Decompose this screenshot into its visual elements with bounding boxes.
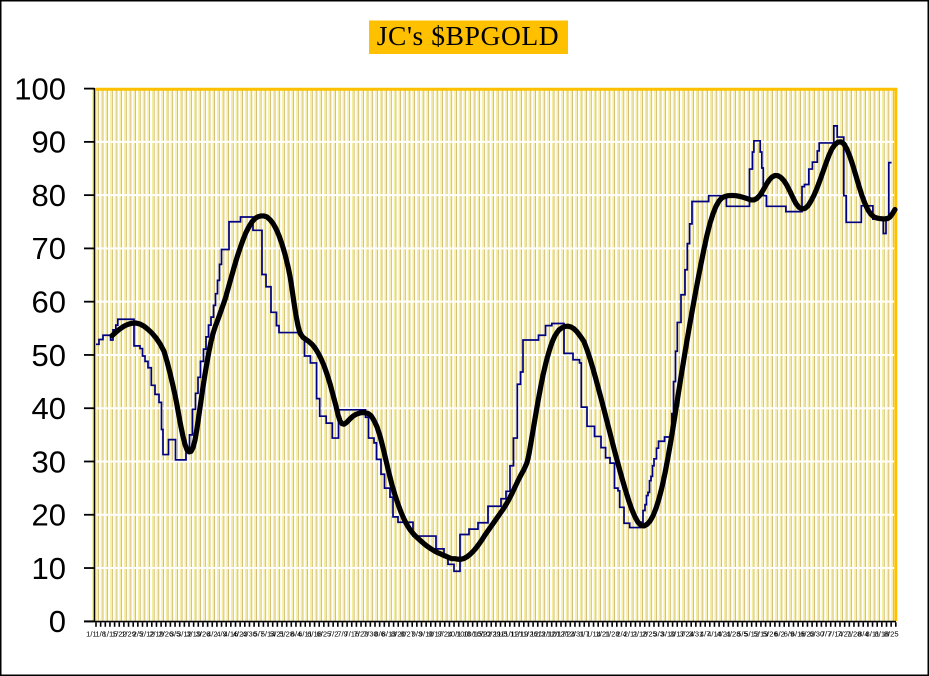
svg-text:2/26: 2/26 <box>158 630 173 639</box>
svg-text:1/28: 1/28 <box>605 630 620 639</box>
svg-text:10: 10 <box>32 551 66 586</box>
svg-text:3/12: 3/12 <box>177 630 192 639</box>
svg-text:10/15: 10/15 <box>463 630 482 639</box>
svg-text:6/18: 6/18 <box>307 630 322 639</box>
svg-text:30: 30 <box>32 444 66 479</box>
svg-text:7/7: 7/7 <box>821 630 832 639</box>
svg-text:3/24: 3/24 <box>679 630 694 639</box>
svg-text:6/30: 6/30 <box>809 630 824 639</box>
svg-text:6/9: 6/9 <box>784 630 795 639</box>
svg-text:100: 100 <box>14 71 66 106</box>
svg-text:4/23: 4/23 <box>233 630 248 639</box>
svg-text:5/28: 5/28 <box>279 630 294 639</box>
svg-text:8/13: 8/13 <box>382 630 397 639</box>
svg-text:7/21: 7/21 <box>837 630 852 639</box>
svg-text:4/7: 4/7 <box>700 630 711 639</box>
svg-text:20: 20 <box>32 498 66 533</box>
svg-text:9/17: 9/17 <box>428 630 443 639</box>
svg-text:1/14: 1/14 <box>586 630 601 639</box>
svg-text:90: 90 <box>32 125 66 160</box>
svg-text:11/26: 11/26 <box>519 630 537 639</box>
svg-text:9/3: 9/3 <box>412 630 423 639</box>
svg-text:70: 70 <box>32 231 66 266</box>
svg-text:3/5: 3/5 <box>170 630 181 639</box>
svg-text:2/12: 2/12 <box>140 630 155 639</box>
svg-text:7/2: 7/2 <box>328 630 339 639</box>
svg-text:10/22: 10/22 <box>472 630 491 639</box>
svg-text:5/21: 5/21 <box>270 630 285 639</box>
svg-text:2/5: 2/5 <box>133 630 144 639</box>
svg-text:6/16: 6/16 <box>791 630 806 639</box>
svg-text:9/10: 9/10 <box>419 630 434 639</box>
svg-text:6/4: 6/4 <box>291 630 302 639</box>
svg-text:8/20: 8/20 <box>391 630 406 639</box>
svg-text:7/30: 7/30 <box>363 630 378 639</box>
svg-text:4/30: 4/30 <box>242 630 257 639</box>
svg-text:4/28: 4/28 <box>726 630 741 639</box>
svg-text:5/7: 5/7 <box>254 630 265 639</box>
svg-text:1/8: 1/8 <box>95 630 106 639</box>
svg-text:40: 40 <box>32 391 66 426</box>
svg-text:1/7: 1/7 <box>579 630 590 639</box>
svg-text:1/22: 1/22 <box>112 630 127 639</box>
svg-text:7/28: 7/28 <box>847 630 862 639</box>
svg-text:11/5: 11/5 <box>493 630 507 639</box>
svg-text:3/19: 3/19 <box>186 630 201 639</box>
svg-text:11/12: 11/12 <box>501 630 519 639</box>
svg-text:8/18: 8/18 <box>875 630 890 639</box>
svg-text:1/29: 1/29 <box>121 630 136 639</box>
svg-text:7/14: 7/14 <box>828 630 843 639</box>
svg-text:12/10: 12/10 <box>538 630 557 639</box>
svg-text:12/17: 12/17 <box>547 630 566 639</box>
svg-text:4/21: 4/21 <box>716 630 731 639</box>
svg-text:4/16: 4/16 <box>224 630 239 639</box>
svg-text:3/26: 3/26 <box>196 630 211 639</box>
svg-text:10/8: 10/8 <box>456 630 471 639</box>
svg-text:8/27: 8/27 <box>400 630 415 639</box>
svg-text:4/14: 4/14 <box>707 630 722 639</box>
svg-text:7/23: 7/23 <box>354 630 369 639</box>
svg-text:3/10: 3/10 <box>661 630 676 639</box>
svg-text:1/15: 1/15 <box>103 630 118 639</box>
svg-text:7/16: 7/16 <box>344 630 359 639</box>
svg-text:4/2: 4/2 <box>207 630 218 639</box>
svg-text:5/14: 5/14 <box>261 630 276 639</box>
svg-text:8/4: 8/4 <box>858 630 869 639</box>
svg-text:11/19: 11/19 <box>510 630 528 639</box>
svg-text:5/26: 5/26 <box>763 630 778 639</box>
svg-text:8/25: 8/25 <box>884 630 899 639</box>
svg-text:12/24: 12/24 <box>556 630 575 639</box>
svg-text:1/1: 1/1 <box>86 630 97 639</box>
svg-text:JC's $BPGOLD: JC's $BPGOLD <box>377 20 560 51</box>
svg-text:2/18: 2/18 <box>633 630 648 639</box>
svg-text:5/5: 5/5 <box>737 630 748 639</box>
svg-text:1/21: 1/21 <box>596 630 611 639</box>
svg-text:2/4: 2/4 <box>616 630 627 639</box>
svg-text:2/11: 2/11 <box>624 630 638 639</box>
svg-text:2/19: 2/19 <box>149 630 164 639</box>
svg-text:8/6: 8/6 <box>374 630 385 639</box>
svg-text:5/12: 5/12 <box>744 630 759 639</box>
svg-text:0: 0 <box>49 604 66 639</box>
svg-text:9/24: 9/24 <box>437 630 452 639</box>
svg-text:8/11: 8/11 <box>865 630 879 639</box>
svg-text:3/3: 3/3 <box>653 630 664 639</box>
svg-text:60: 60 <box>32 285 66 320</box>
svg-text:80: 80 <box>32 178 66 213</box>
svg-text:10/29: 10/29 <box>482 630 501 639</box>
svg-text:12/3: 12/3 <box>530 630 545 639</box>
svg-text:6/23: 6/23 <box>800 630 815 639</box>
svg-text:3/17: 3/17 <box>670 630 685 639</box>
svg-text:6/11: 6/11 <box>298 630 312 639</box>
svg-text:6/2: 6/2 <box>774 630 785 639</box>
svg-text:2/25: 2/25 <box>642 630 657 639</box>
svg-text:7/9: 7/9 <box>337 630 348 639</box>
svg-text:3/31: 3/31 <box>689 630 704 639</box>
svg-text:4/9: 4/9 <box>216 630 227 639</box>
svg-text:10/1: 10/1 <box>447 630 462 639</box>
svg-text:12/31: 12/31 <box>565 630 584 639</box>
svg-text:6/25: 6/25 <box>317 630 332 639</box>
svg-text:5/19: 5/19 <box>754 630 769 639</box>
svg-text:50: 50 <box>32 338 66 373</box>
